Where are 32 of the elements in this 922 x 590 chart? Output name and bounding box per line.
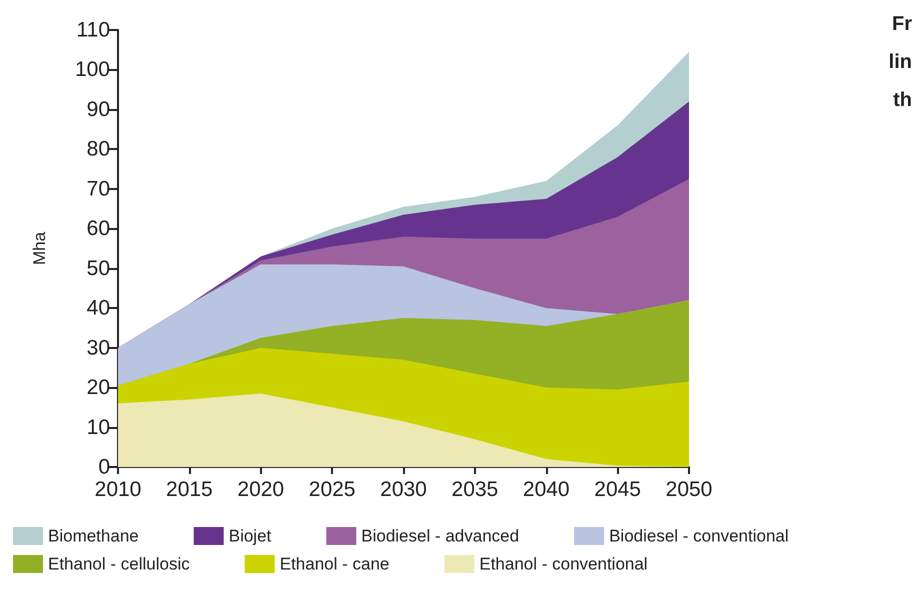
y-tick-label: 20: [86, 376, 110, 400]
legend-label: Ethanol - cellulosic: [48, 554, 190, 574]
y-tick-label: 40: [86, 296, 110, 320]
text: th: [893, 89, 912, 111]
y-tick-label: 90: [86, 98, 110, 121]
y-axis-title: Mha: [30, 231, 49, 266]
y-tick-label: 100: [74, 58, 110, 82]
y-tick-label: 30: [86, 336, 110, 360]
y-tick-label: 60: [86, 217, 110, 240]
x-tick-label: 2040: [522, 478, 570, 501]
text: lin: [888, 51, 912, 73]
legend-label: Biomethane: [48, 526, 139, 546]
x-tick-label: 2050: [666, 478, 712, 501]
y-tick-label: 0: [98, 456, 110, 478]
legend-label: Biojet: [228, 526, 272, 546]
y-tick-label: 110: [76, 18, 110, 42]
x-tick-label: 2045: [594, 478, 641, 501]
legend-label: Ethanol - conventional: [479, 554, 648, 574]
x-tick-label: 2030: [380, 478, 427, 501]
y-tick-label: 10: [86, 416, 110, 439]
legend-label: Biodiesel - advanced: [361, 526, 520, 546]
x-tick-label: 2035: [452, 478, 498, 501]
x-tick-label: 2025: [308, 478, 356, 501]
legend-label: Biodiesel - conventional: [609, 526, 789, 546]
x-tick-label: 2015: [166, 478, 213, 501]
x-tick-label: 2020: [237, 478, 284, 501]
y-tick-label: 70: [86, 177, 110, 200]
y-tick-label: 80: [86, 138, 110, 161]
text: Fr: [892, 13, 912, 35]
y-tick-label: 50: [86, 256, 110, 280]
legend-label: Ethanol - cane: [280, 554, 390, 574]
x-tick-label: 2010: [94, 478, 142, 501]
